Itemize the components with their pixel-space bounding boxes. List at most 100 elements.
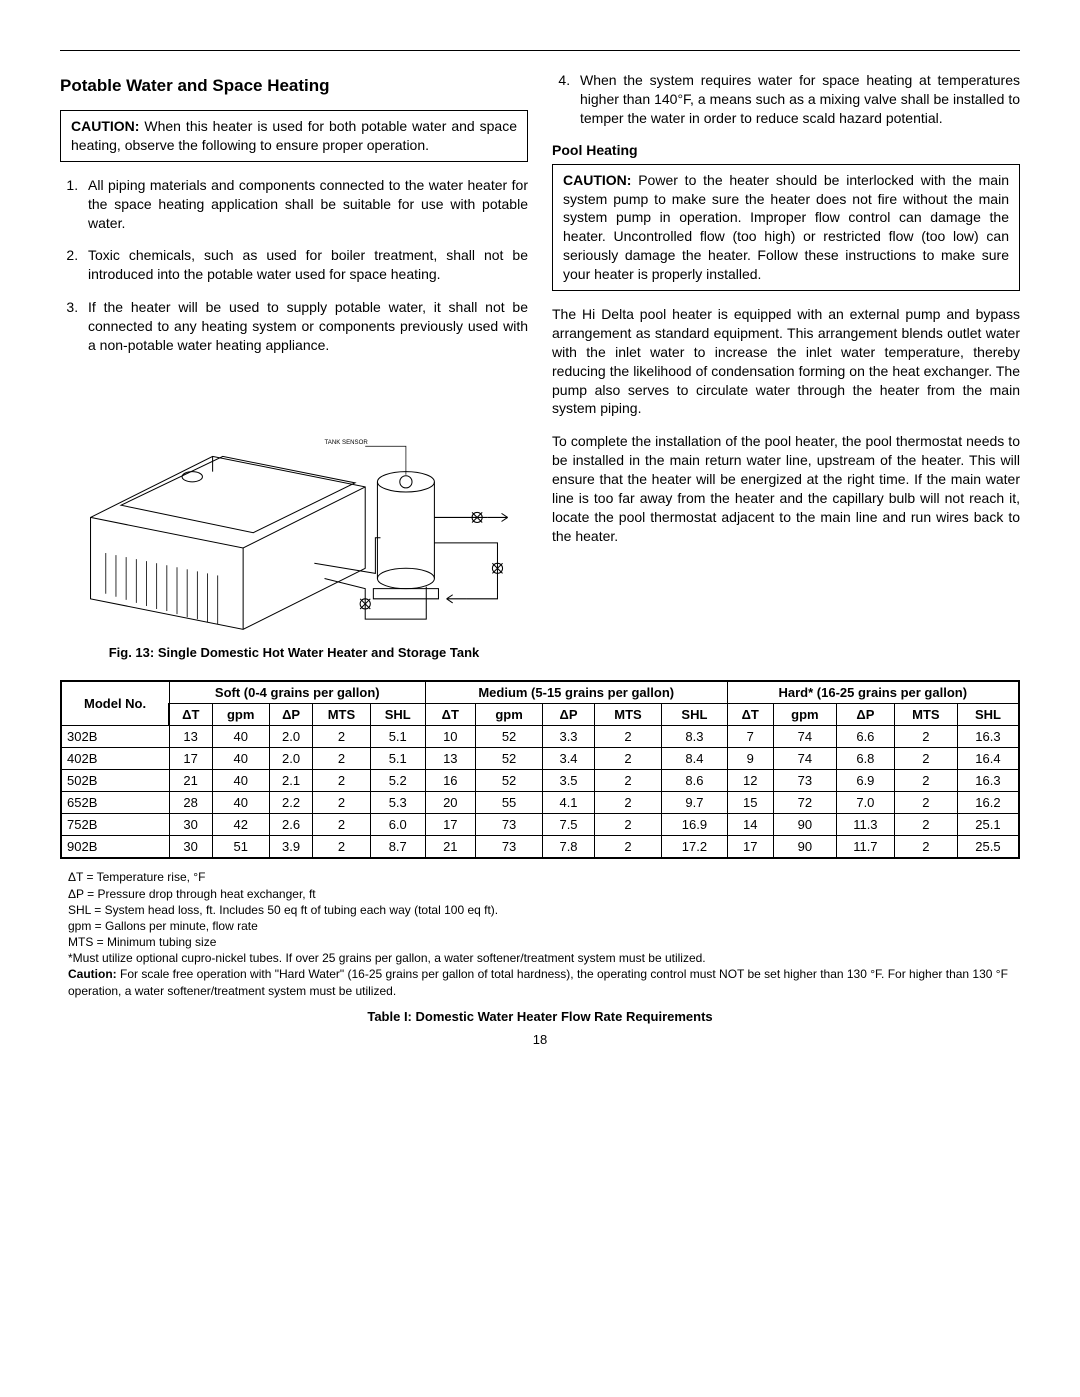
table-cell: 21 — [425, 836, 475, 859]
caution-text: Power to the heater should be interlocke… — [563, 172, 1009, 282]
sub-col: SHL — [957, 704, 1019, 726]
table-cell: 2.1 — [269, 770, 312, 792]
sub-col: MTS — [894, 704, 957, 726]
diagram-label: TANK SENSOR — [325, 439, 369, 446]
table-cell: 2 — [594, 792, 662, 814]
table-row: 402B17402.025.113523.428.49746.8216.4 — [61, 748, 1019, 770]
table-cell: 2.0 — [269, 748, 312, 770]
table-cell: 11.7 — [836, 836, 894, 859]
table-cell: 17 — [727, 836, 773, 859]
table-cell: 16 — [425, 770, 475, 792]
page-number: 18 — [60, 1032, 1020, 1047]
table-cell: 752B — [61, 814, 169, 836]
table-cell: 2.0 — [269, 726, 312, 748]
table-cell: 3.3 — [543, 726, 594, 748]
table-cell: 17.2 — [662, 836, 727, 859]
sub-col: gpm — [212, 704, 269, 726]
table-cell: 11.3 — [836, 814, 894, 836]
table-cell: 2 — [894, 726, 957, 748]
table-cell: 7 — [727, 726, 773, 748]
table-cell: 5.1 — [370, 726, 425, 748]
pool-heating-subhead: Pool Heating — [552, 142, 1020, 158]
table-cell: 52 — [475, 770, 543, 792]
sub-col: ΔT — [425, 704, 475, 726]
list-item: When the system requires water for space… — [574, 71, 1020, 128]
table-cell: 51 — [212, 836, 269, 859]
table-cell: 2 — [894, 814, 957, 836]
figure-wrap: TANK SENSOR Fig. 13: Single Domestic Hot… — [60, 375, 528, 662]
table-cell: 16.9 — [662, 814, 727, 836]
table-cell: 2 — [313, 792, 370, 814]
legend-line: MTS = Minimum tubing size — [68, 934, 1012, 950]
table-cell: 28 — [169, 792, 212, 814]
flow-rate-table: Model No. Soft (0-4 grains per gallon) M… — [60, 680, 1020, 859]
table-cell: 6.9 — [836, 770, 894, 792]
table-cell: 8.3 — [662, 726, 727, 748]
col-group-soft: Soft (0-4 grains per gallon) — [169, 681, 425, 704]
table-cell: 73 — [773, 770, 836, 792]
table-cell: 17 — [425, 814, 475, 836]
legend-line: gpm = Gallons per minute, flow rate — [68, 918, 1012, 934]
table-legend: ΔT = Temperature rise, °FΔP = Pressure d… — [60, 869, 1020, 999]
sub-col: ΔT — [727, 704, 773, 726]
numbered-list-left: All piping materials and components conn… — [60, 176, 528, 355]
legend-caution: Caution: For scale free operation with "… — [68, 966, 1012, 998]
table-row: 752B30422.626.017737.5216.9149011.3225.1 — [61, 814, 1019, 836]
top-rule — [60, 50, 1020, 51]
table-cell: 74 — [773, 748, 836, 770]
table-cell: 16.2 — [957, 792, 1019, 814]
table-cell: 4.1 — [543, 792, 594, 814]
table-cell: 9.7 — [662, 792, 727, 814]
table-cell: 5.3 — [370, 792, 425, 814]
caution-box-1: CAUTION: When this heater is used for bo… — [60, 110, 528, 162]
table-cell: 5.2 — [370, 770, 425, 792]
table-cell: 2 — [313, 726, 370, 748]
table-cell: 8.6 — [662, 770, 727, 792]
col-group-hard: Hard* (16-25 grains per gallon) — [727, 681, 1019, 704]
table-cell: 6.6 — [836, 726, 894, 748]
table-cell: 2 — [594, 748, 662, 770]
table-cell: 3.5 — [543, 770, 594, 792]
table-cell: 40 — [212, 726, 269, 748]
table-cell: 2 — [313, 836, 370, 859]
table-cell: 17 — [169, 748, 212, 770]
table-cell: 52 — [475, 748, 543, 770]
body-paragraph: To complete the installation of the pool… — [552, 432, 1020, 545]
table-cell: 73 — [475, 836, 543, 859]
table-cell: 3.4 — [543, 748, 594, 770]
sub-col: MTS — [313, 704, 370, 726]
body-paragraph: The Hi Delta pool heater is equipped wit… — [552, 305, 1020, 418]
table-cell: 30 — [169, 814, 212, 836]
table-cell: 13 — [169, 726, 212, 748]
figure-caption: Fig. 13: Single Domestic Hot Water Heate… — [60, 645, 528, 662]
subheader-row: ΔTgpmΔPMTSSHLΔTgpmΔPMTSSHLΔTgpmΔPMTSSHL — [61, 704, 1019, 726]
table-caption: Table I: Domestic Water Heater Flow Rate… — [60, 1009, 1020, 1024]
sub-col: SHL — [370, 704, 425, 726]
table-cell: 40 — [212, 770, 269, 792]
table-cell: 73 — [475, 814, 543, 836]
col-model: Model No. — [61, 681, 169, 726]
table-cell: 2 — [313, 770, 370, 792]
table-cell: 90 — [773, 836, 836, 859]
table-cell: 2 — [894, 836, 957, 859]
two-column-layout: Potable Water and Space Heating CAUTION:… — [60, 71, 1020, 662]
table-cell: 16.3 — [957, 770, 1019, 792]
legend-line: ΔP = Pressure drop through heat exchange… — [68, 886, 1012, 902]
table-cell: 8.7 — [370, 836, 425, 859]
sub-col: ΔP — [836, 704, 894, 726]
table-cell: 7.0 — [836, 792, 894, 814]
table-cell: 72 — [773, 792, 836, 814]
table-cell: 302B — [61, 726, 169, 748]
table-cell: 2.6 — [269, 814, 312, 836]
right-column: When the system requires water for space… — [552, 71, 1020, 662]
table-cell: 16.4 — [957, 748, 1019, 770]
table-cell: 402B — [61, 748, 169, 770]
table-cell: 652B — [61, 792, 169, 814]
table-cell: 2 — [594, 814, 662, 836]
table-cell: 52 — [475, 726, 543, 748]
caution-label: CAUTION: — [71, 118, 139, 134]
numbered-list-right: When the system requires water for space… — [552, 71, 1020, 128]
left-column: Potable Water and Space Heating CAUTION:… — [60, 71, 528, 662]
sub-col: ΔP — [269, 704, 312, 726]
table-cell: 25.5 — [957, 836, 1019, 859]
